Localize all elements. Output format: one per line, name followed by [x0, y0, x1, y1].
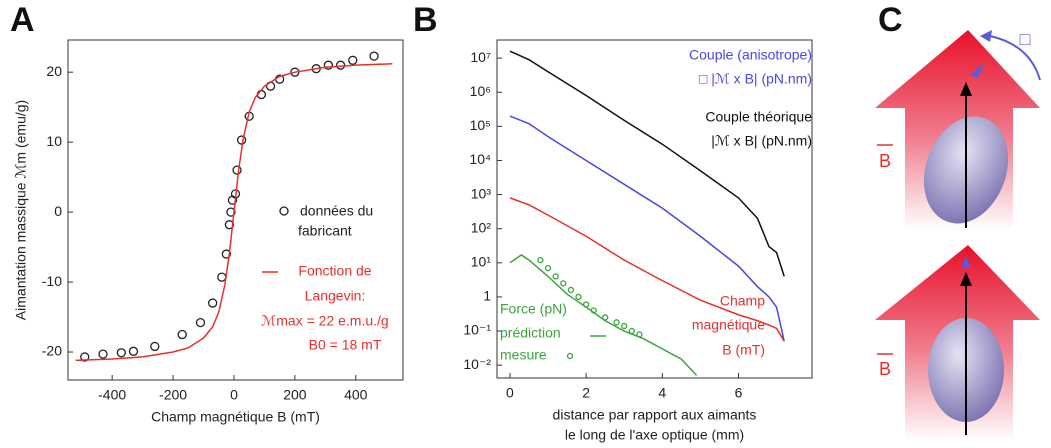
data-point [621, 322, 628, 330]
data-point [195, 317, 206, 328]
x-tick-label: 0 [506, 385, 514, 401]
data-point [582, 301, 590, 308]
annotation: B0 = 18 mT [309, 337, 382, 353]
data-point [335, 60, 346, 70]
data-point [567, 286, 575, 294]
magnet-diagram [875, 30, 1041, 440]
torque-label: □ [1020, 29, 1031, 49]
data-point [552, 273, 559, 280]
data-point [128, 346, 139, 356]
annotation: □ |ℳ x B| (pN.nm) [699, 71, 812, 87]
plot-frame [496, 39, 813, 379]
x-tick-label: 4 [658, 385, 666, 401]
data-point [226, 207, 236, 217]
data-point [602, 314, 609, 321]
data-point [236, 135, 247, 145]
x-tick-label: -200 [159, 387, 187, 403]
data-point [150, 341, 160, 352]
data-point [537, 256, 544, 264]
data-point [80, 352, 90, 362]
rotation-arrow [989, 35, 1041, 81]
x-tick-label: 6 [735, 385, 743, 401]
y-tick-label: -10 [42, 273, 62, 289]
annotation: Couple (anisotrope) [689, 47, 812, 63]
x-tick-label: -400 [98, 387, 126, 403]
y-tick-label: 10⁻¹ [463, 322, 491, 338]
data-point [217, 272, 227, 282]
x-axis-label: le long de l'axe optique (mm) [565, 427, 744, 443]
annotation: mesure [500, 347, 547, 363]
y-tick-label: 10⁶ [470, 83, 491, 99]
torque-head [961, 256, 971, 268]
data-point [256, 89, 267, 100]
legend-marker [279, 206, 289, 216]
x-tick-label: 0 [230, 387, 238, 403]
data-point [628, 327, 635, 335]
annotation: données du [300, 203, 373, 219]
y-tick-label: 10¹ [471, 254, 492, 270]
y-tick-label: 10⁷ [470, 49, 491, 65]
data-point [208, 298, 218, 308]
annotation: Langevin: [305, 288, 366, 304]
annotation: B (mT) [722, 342, 765, 358]
field-label: B [879, 359, 891, 379]
arrow-head [960, 82, 972, 96]
y-tick-label: 10² [471, 219, 492, 235]
data-point [232, 165, 242, 175]
legend-marker [566, 352, 574, 360]
y-axis-label: Aimantation massique ℳm (emu/g) [13, 100, 29, 320]
y-tick-label: -20 [42, 343, 62, 359]
panel-label: C [878, 1, 903, 39]
data-point [98, 349, 108, 359]
plot-frame [67, 39, 404, 381]
data-point [590, 307, 597, 314]
x-axis-label: distance par rapport aux aimants [553, 407, 757, 423]
rotation-head [980, 30, 992, 42]
data-point [116, 348, 126, 358]
y-tick-label: 10 [46, 133, 62, 149]
x-tick-label: 200 [283, 387, 307, 403]
field-label: B [879, 151, 891, 171]
annotation: |ℳ x B| (pN.nm) [711, 133, 812, 149]
data-point [575, 293, 582, 301]
annotation: fabricant [298, 223, 352, 239]
y-tick-label: 1 [483, 288, 491, 304]
data-line [509, 197, 785, 342]
data-point [560, 280, 567, 287]
annotation: Force (pN) [500, 301, 567, 317]
x-tick-label: 2 [582, 385, 590, 401]
data-point [369, 51, 379, 61]
data-point [348, 55, 358, 65]
data-line [75, 63, 393, 362]
annotation: Couple théorique [705, 109, 812, 125]
data-line [509, 254, 698, 376]
data-point [224, 220, 235, 230]
x-tick-label: 400 [344, 387, 368, 403]
panel-label: A [10, 1, 35, 39]
y-tick-label: 20 [46, 63, 62, 79]
y-tick-label: 0 [54, 203, 62, 219]
annotation: ℳmax = 22 e.m.u./g [261, 313, 388, 329]
x-axis-label: Champ magnétique B (mT) [151, 409, 320, 425]
data-line [509, 50, 785, 277]
data-point [221, 249, 232, 259]
annotation: magnétique [692, 317, 765, 333]
data-point [613, 319, 620, 326]
data-point [323, 60, 334, 70]
data-line [509, 115, 785, 342]
annotation: prédiction [500, 325, 561, 341]
y-tick-label: 10³ [471, 185, 492, 201]
y-tick-label: 10⁵ [470, 117, 491, 133]
panel-label: B [413, 1, 438, 39]
data-point [636, 331, 643, 338]
arrow-head [960, 272, 972, 286]
data-point [544, 264, 552, 272]
y-tick-label: 10⁻² [463, 356, 491, 372]
y-tick-label: 10⁴ [469, 151, 491, 167]
annotation: Champ [720, 293, 765, 309]
annotation: Fonction de [298, 263, 371, 279]
torque-head [970, 63, 984, 78]
data-point [177, 329, 187, 340]
